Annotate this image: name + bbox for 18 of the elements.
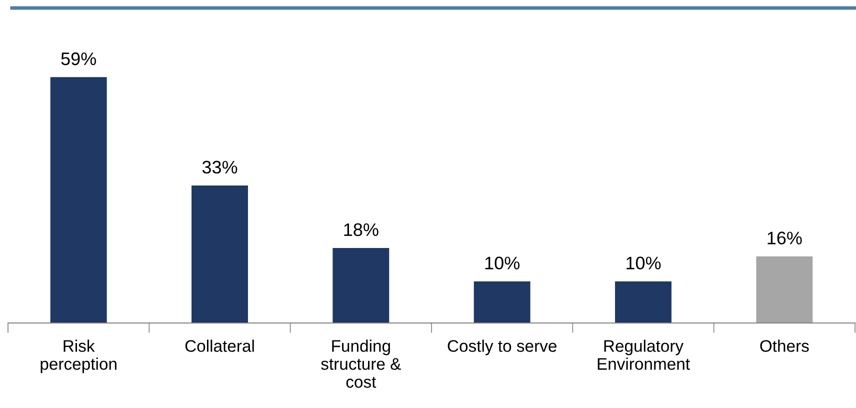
x-tick-label: Risk perception bbox=[40, 340, 116, 374]
data-label: 59% bbox=[61, 52, 96, 66]
data-label: 10% bbox=[485, 256, 520, 270]
bar bbox=[756, 256, 813, 323]
bar bbox=[50, 77, 107, 323]
x-tick-label: Costly to serve bbox=[448, 340, 556, 356]
bar bbox=[474, 281, 530, 323]
x-tick-label: Others bbox=[760, 340, 809, 352]
bar bbox=[615, 281, 672, 323]
bar bbox=[192, 185, 248, 323]
data-label: 10% bbox=[626, 256, 661, 270]
bar bbox=[332, 248, 390, 323]
data-label: 16% bbox=[768, 232, 802, 244]
x-tick-label: Collateral bbox=[185, 340, 254, 352]
x-tick-label: Funding structure & cost bbox=[321, 340, 401, 388]
data-label: 33% bbox=[202, 160, 238, 174]
data-label: 18% bbox=[344, 223, 378, 236]
x-tick-label: Regulatory Environment bbox=[598, 340, 690, 370]
